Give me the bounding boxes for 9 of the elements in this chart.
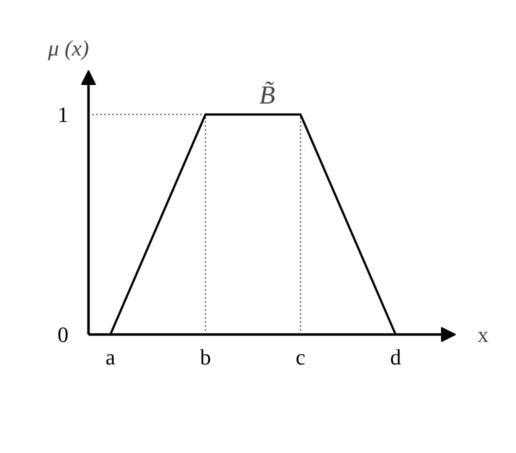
x-tick-label: a — [105, 344, 116, 370]
x-tick-label: d — [390, 344, 402, 370]
x-tick-label: b — [200, 344, 211, 370]
annotation: B̃ — [259, 80, 276, 110]
y-tick-label: 1 — [58, 102, 68, 127]
x-tick-label: c — [296, 344, 306, 370]
y-axis-title: μ (x) — [47, 36, 89, 60]
y-tick-label: 0 — [58, 322, 68, 347]
x-axis-title: x — [478, 322, 488, 347]
